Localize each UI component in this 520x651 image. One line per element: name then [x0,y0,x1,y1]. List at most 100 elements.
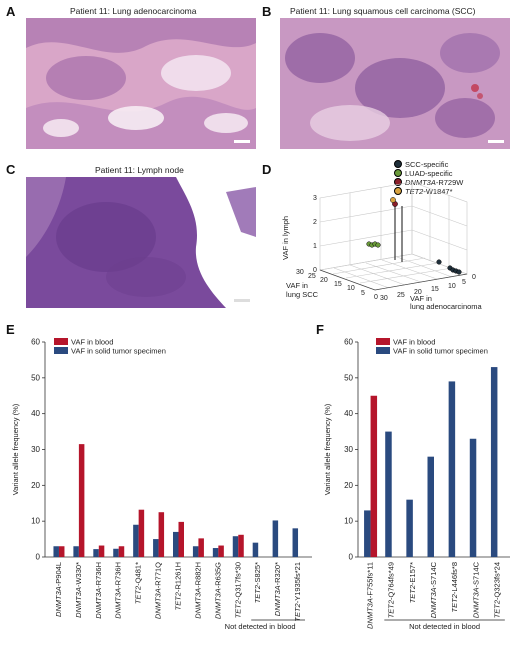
f-ylabel: Variant allele frequency (%) [323,403,332,495]
f-category-label-4: TET2-L446fs*8 [450,562,459,612]
e-category-label-3: DNMT3A-R736H [114,562,123,619]
e-category-label-12: TET2-Y1935fs*21 [293,562,302,622]
panel-b-letter: B [262,4,272,19]
f-ytick-6: 60 [344,338,353,347]
e-ytick-4: 40 [31,409,40,418]
f-legend-label-0: VAF in blood [393,338,435,347]
x-tick-3: 15 [334,281,342,288]
e-bar-blood-5 [158,512,165,557]
e-category-label-10: TET2-S825* [253,562,262,603]
f-ytick-3: 30 [344,445,353,454]
e-bar-blood-3 [118,546,125,557]
f-category-label-2: TET2-E157* [408,562,417,603]
f-category-label-0: DNMT3A-F755fs*11 [366,562,375,629]
e-category-label-6: TET2-R1261H [174,562,183,610]
e-bar-tumor-1 [73,546,79,557]
legend-item-scc: SCC-specific [394,160,463,169]
e-legend-label-1: VAF in solid tumor specimen [71,347,166,356]
panel-a-title: Patient 11: Lung adenocarcinoma [70,6,197,16]
x-tick-6: 30 [296,269,304,276]
legend-item-luad: LUAD-specific [394,169,463,178]
f-bar-tumor-4 [448,381,456,557]
point-scc-1 [436,259,442,265]
point-scc-5 [456,269,462,275]
e-bar-blood-0 [58,546,65,557]
f-bracket-label: Not detected in blood [409,622,480,631]
e-bar-tumor-8 [212,548,219,557]
f-bar-tumor-2 [406,499,413,557]
e-bar-tumor-3 [113,548,119,557]
f-category-label-6: TET2-Q323fs*24 [492,562,501,618]
e-bar-tumor-6 [173,531,179,557]
e-category-label-1: DNMT3A-W330* [74,562,83,618]
z-tick-1: 1 [313,243,317,250]
e-bar-blood-6 [178,521,184,557]
y-tick-5: 5 [462,279,466,286]
f-legend-swatch-0 [376,338,390,345]
e-bar-blood-1 [78,444,85,557]
e-ytick-1: 10 [31,517,40,526]
y-tick-0: 0 [472,274,476,281]
e-bar-blood-8 [218,545,224,557]
f-bar-blood-0 [370,395,378,557]
e-ytick-3: 30 [31,445,40,454]
e-legend-label-0: VAF in blood [71,338,113,347]
legend-item-dnmt3a: DNMT3A-R729W [394,178,463,187]
f-ytick-5: 50 [344,373,353,382]
panel-b-histology-image [280,18,510,149]
e-ylabel: Variant allele frequency (%) [11,403,20,495]
e-ytick-0: 0 [36,553,41,562]
e-bar-tumor-2 [93,549,99,557]
f-category-label-5: DNMT3A-S714C [471,561,480,618]
e-bar-blood-2 [98,545,105,557]
z-tick-3: 3 [313,195,317,202]
e-category-label-8: DNMT3A-R635G [213,562,222,619]
f-ytick-2: 20 [344,481,353,490]
z-tick-0: 0 [313,267,317,274]
e-bracket-label: Not detected in blood [225,622,296,631]
panel-e-letter: E [6,322,15,337]
e-bar-tumor-5 [153,539,159,557]
e-category-label-7: DNMT3A-R882H [193,562,202,619]
x-tick-0: 0 [374,294,378,301]
e-ytick-2: 20 [31,481,40,490]
y-axis-label-line1: VAF in [410,294,432,303]
x-tick-5: 25 [308,273,316,280]
z-axis-label: VAF in lymph [281,216,290,260]
x-axis-label-line1: VAF in [286,281,308,290]
x-axis-label-line2: lung SCC [286,290,319,299]
e-ytick-5: 50 [31,373,40,382]
panel-f-letter: F [316,322,324,337]
panel-b-title: Patient 11: Lung squamous cell carcinoma… [290,6,476,16]
f-bar-tumor-3 [427,456,434,557]
e-bar-tumor-4 [133,524,139,557]
e-bar-tumor-0 [53,546,59,557]
panel-a-histology-image [26,18,256,149]
y-tick-20: 20 [414,289,422,296]
y-tick-25: 25 [397,292,405,299]
e-bar-tumor-7 [192,546,199,557]
e-category-label-0: DNMT3A-P904L [54,562,63,617]
f-bar-tumor-1 [385,431,392,557]
e-category-label-11: DNMT3A-R320* [273,562,282,616]
e-category-label-2: DNMT3A-R736H [94,562,103,619]
panel-e-bar-chart: 0 10 20 30 40 50 60 Variant allele frequency (%… [11,338,312,631]
f-legend-label-1: VAF in solid tumor specimen [393,347,488,356]
f-legend-swatch-1 [376,347,390,354]
e-category-label-5: DNMT3A-R771Q [154,562,163,619]
panel-d-letter: D [262,162,272,177]
y-tick-30: 30 [380,295,388,302]
x-tick-4: 20 [320,277,328,284]
f-ytick-0: 0 [349,553,354,562]
y-tick-15: 15 [431,286,439,293]
panel-f-bar-chart: 0 10 20 30 40 50 60 Variant allele frequency (%… [323,338,510,631]
f-ytick-4: 40 [344,409,353,418]
e-bar-blood-4 [138,509,145,557]
f-bar-tumor-6 [490,367,498,557]
f-category-label-3: DNMT3A-S714C [429,561,438,618]
e-bar-blood-7 [198,538,204,557]
point-tet2-w1847 [390,197,396,203]
e-legend-swatch-0 [54,338,68,345]
panel-d-3d-plot: 0 1 2 3 0 5 10 15 20 25 30 30 25 20 15 1… [281,181,483,310]
e-legend-swatch-1 [54,347,68,354]
